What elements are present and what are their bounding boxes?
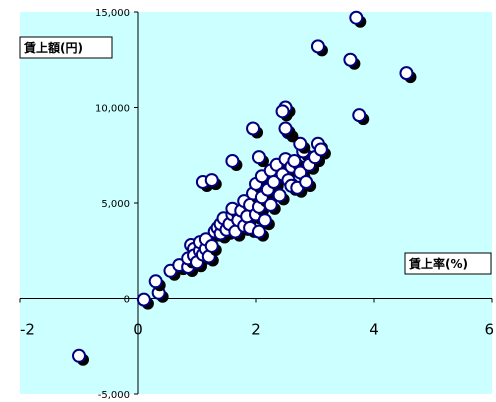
- x-axis-label: 賃上率(%): [408, 256, 468, 271]
- data-point: [225, 153, 243, 171]
- data-point: [246, 121, 264, 139]
- data-point: [399, 66, 417, 84]
- x-tick-label: 4: [369, 321, 379, 339]
- x-tick-label: 0: [133, 321, 143, 339]
- data-point: [263, 197, 281, 215]
- data-point: [352, 108, 370, 126]
- data-point: [204, 173, 222, 191]
- y-tick-label: -5,000: [98, 390, 130, 401]
- x-axis-title: 賃上率(%): [404, 252, 492, 275]
- x-tick-labels: -2 0 2 4 6: [19, 298, 494, 339]
- y-tick-label: 0: [124, 295, 130, 306]
- data-point: [278, 121, 296, 139]
- data-point: [72, 348, 89, 366]
- data-point: [272, 188, 290, 206]
- data-point: [293, 136, 311, 154]
- x-tick-label: 6: [484, 321, 494, 339]
- y-axis-title: 賃上額(円): [19, 36, 113, 59]
- data-point: [251, 150, 269, 168]
- data-point: [204, 238, 222, 256]
- y-tick-label: 15,000: [95, 8, 130, 19]
- x-tick-label: 2: [251, 321, 261, 339]
- data-point: [257, 213, 275, 231]
- data-point: [136, 292, 154, 310]
- data-point: [349, 10, 367, 28]
- y-axis-label: 賃上額(円): [23, 40, 83, 55]
- y-tick-label: 10,000: [95, 104, 130, 115]
- data-point: [310, 39, 328, 57]
- data-points: [72, 10, 417, 366]
- data-point: [313, 142, 331, 160]
- data-point: [148, 274, 166, 292]
- x-tick-label: -2: [20, 321, 35, 339]
- data-point: [343, 52, 361, 70]
- data-point: [275, 104, 293, 122]
- data-point: [299, 174, 317, 192]
- y-tick-label: 5,000: [101, 199, 130, 210]
- data-point: [251, 224, 269, 242]
